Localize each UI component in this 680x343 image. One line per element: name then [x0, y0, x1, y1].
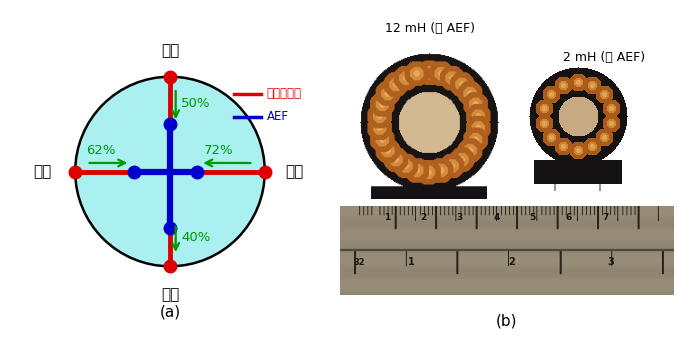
Text: AEF: AEF — [267, 110, 289, 123]
Text: 成本: 成本 — [161, 287, 179, 302]
Text: 重量: 重量 — [286, 164, 304, 179]
Text: 40%: 40% — [182, 231, 211, 244]
Text: 尺寸: 尺寸 — [161, 43, 179, 58]
Text: 72%: 72% — [204, 144, 234, 157]
Text: 7: 7 — [602, 213, 609, 222]
Circle shape — [75, 77, 265, 266]
Text: 6: 6 — [566, 213, 573, 222]
Text: 2: 2 — [509, 258, 515, 268]
Text: 2 mH (带 AEF): 2 mH (带 AEF) — [562, 50, 645, 63]
Text: 1: 1 — [408, 258, 415, 268]
Text: 2: 2 — [420, 213, 426, 222]
Text: 1: 1 — [384, 213, 390, 222]
Text: 32: 32 — [354, 258, 365, 267]
Text: 62%: 62% — [86, 144, 116, 157]
Text: 4: 4 — [493, 213, 499, 222]
Text: (b): (b) — [496, 314, 517, 329]
Text: 无源滤波器: 无源滤波器 — [267, 87, 302, 100]
Text: 12 mH (无 AEF): 12 mH (无 AEF) — [386, 22, 475, 35]
Text: 3: 3 — [607, 258, 614, 268]
Text: 体积: 体积 — [33, 164, 52, 179]
Text: 5: 5 — [530, 213, 536, 222]
Text: (a): (a) — [159, 304, 181, 319]
Text: 50%: 50% — [182, 97, 211, 110]
Text: 3: 3 — [457, 213, 463, 222]
